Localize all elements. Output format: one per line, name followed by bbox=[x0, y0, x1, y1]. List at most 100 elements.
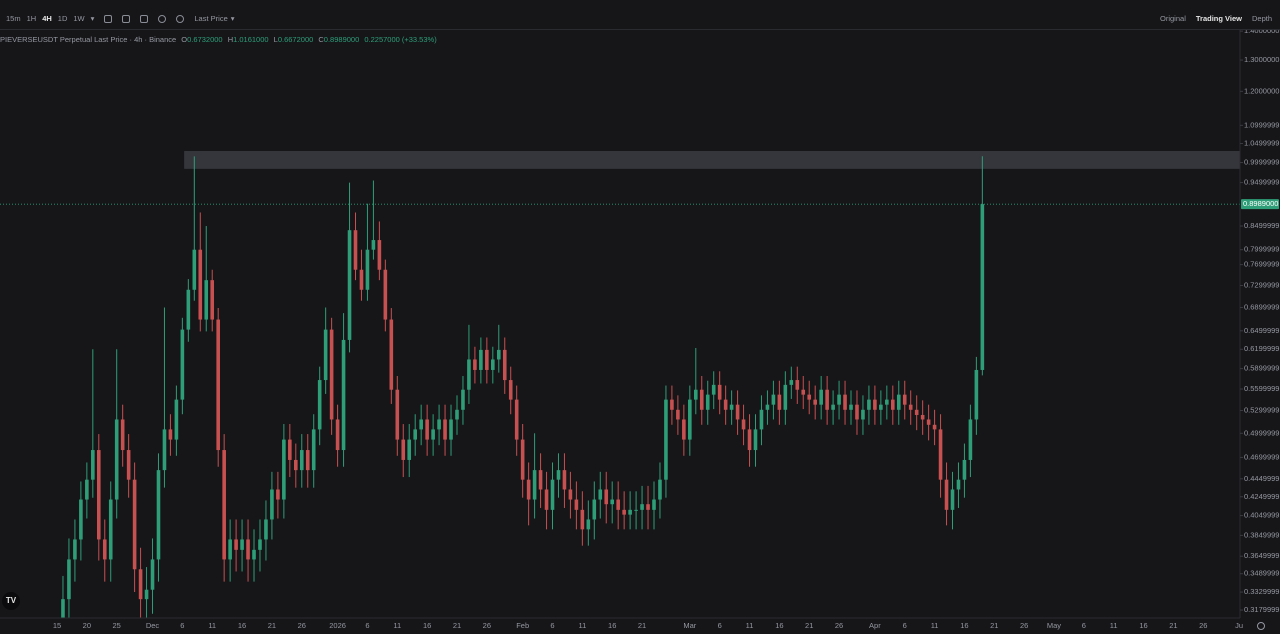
candle-body bbox=[234, 539, 238, 550]
y-tick-label: 1.0499999 bbox=[1244, 138, 1279, 147]
candle-body bbox=[831, 404, 835, 410]
view-tab[interactable]: Original bbox=[1160, 14, 1186, 23]
candle-body bbox=[496, 349, 501, 360]
settings-icon[interactable] bbox=[176, 14, 185, 23]
snapshot-icon[interactable] bbox=[140, 14, 149, 23]
candle-body bbox=[532, 470, 537, 500]
candle-body bbox=[902, 394, 907, 405]
candle-body bbox=[974, 369, 979, 420]
ohlc-value: 0.6732000 bbox=[187, 35, 223, 44]
y-tick-label: 0.5299999 bbox=[1244, 406, 1279, 415]
interval-button[interactable]: 1H bbox=[26, 14, 37, 23]
replay-icon[interactable] bbox=[158, 14, 167, 23]
x-tick-label: 6 bbox=[1082, 621, 1086, 630]
layout-icon[interactable] bbox=[122, 14, 131, 23]
candle-body bbox=[431, 429, 435, 440]
x-tick-label: 25 bbox=[113, 621, 121, 630]
candle-body bbox=[646, 504, 650, 510]
x-tick-label: 26 bbox=[298, 621, 306, 630]
candle-body bbox=[670, 399, 674, 410]
last-price-label: 0.8989000 bbox=[1243, 199, 1278, 208]
candle-body bbox=[252, 549, 256, 560]
candle-body bbox=[520, 439, 525, 480]
x-tick-label: 6 bbox=[365, 621, 369, 630]
x-tick-label: 26 bbox=[483, 621, 491, 630]
y-tick-label: 0.4699999 bbox=[1244, 452, 1279, 461]
candle-body bbox=[676, 409, 680, 420]
x-tick-label: 21 bbox=[268, 621, 276, 630]
candle-body bbox=[628, 509, 632, 515]
ohlc-value: 0.6672000 bbox=[277, 35, 314, 44]
candle-body bbox=[550, 479, 555, 510]
interval-button[interactable]: 1W bbox=[73, 14, 85, 23]
candle-body bbox=[228, 539, 232, 560]
y-tick-label: 0.4249999 bbox=[1244, 492, 1279, 501]
x-tick-label: 16 bbox=[1139, 621, 1147, 630]
view-tab[interactable]: Depth bbox=[1251, 14, 1272, 23]
y-tick-label: 1.3000000 bbox=[1244, 55, 1279, 64]
candle-body bbox=[204, 280, 209, 320]
candle-body bbox=[323, 329, 328, 381]
candle-body bbox=[980, 204, 985, 370]
candle-body bbox=[138, 569, 143, 600]
x-tick-label: 16 bbox=[775, 621, 783, 630]
x-tick-label: Ju bbox=[1235, 621, 1243, 630]
y-tick-label: 1.0999999 bbox=[1244, 120, 1279, 129]
candle-body bbox=[353, 230, 358, 270]
candle-body bbox=[616, 499, 620, 510]
axis-settings-icon[interactable] bbox=[1257, 622, 1265, 630]
ohlc-key: H bbox=[227, 35, 234, 44]
view-tab[interactable]: Trading View bbox=[1195, 14, 1242, 23]
candle-body bbox=[652, 499, 656, 510]
y-tick-label: 0.4049999 bbox=[1244, 511, 1279, 520]
y-tick-label: 0.6199999 bbox=[1244, 344, 1279, 353]
candle-body bbox=[771, 394, 776, 405]
y-tick-label: 0.4449999 bbox=[1244, 474, 1279, 483]
candle-body bbox=[240, 539, 244, 550]
candle-body bbox=[807, 394, 812, 400]
price-type-dropdown[interactable]: Last Price bbox=[194, 14, 228, 23]
y-tick-label: 0.3179999 bbox=[1244, 605, 1279, 614]
candle-body bbox=[180, 329, 185, 400]
x-tick-label: Mar bbox=[683, 621, 696, 630]
candle-body bbox=[885, 399, 889, 405]
candle-body bbox=[186, 289, 191, 330]
ohlc-value: 1.0161000 bbox=[233, 35, 269, 44]
interval-button[interactable]: 4H bbox=[42, 14, 52, 23]
candle-body bbox=[132, 479, 137, 570]
candle-body bbox=[150, 559, 155, 590]
tv-logo[interactable]: TV bbox=[2, 592, 20, 610]
dropdown-arrow[interactable]: ▾ bbox=[90, 14, 95, 23]
candle-body bbox=[604, 489, 609, 505]
candle-body bbox=[96, 450, 101, 540]
candle-body bbox=[843, 394, 847, 410]
candle-body bbox=[485, 349, 489, 370]
candle-body bbox=[795, 380, 800, 390]
candle-body bbox=[216, 319, 220, 451]
dropdown-arrow[interactable]: ▾ bbox=[230, 14, 235, 23]
candle-body bbox=[610, 499, 615, 505]
y-tick-label: 0.7299999 bbox=[1244, 280, 1279, 289]
interval-button[interactable]: 1D bbox=[57, 14, 68, 23]
candle-body bbox=[455, 409, 459, 420]
plot-area bbox=[0, 150, 1240, 618]
candle-body bbox=[192, 249, 197, 290]
interval-button[interactable]: 15m bbox=[6, 14, 21, 23]
indicator-icon[interactable] bbox=[104, 14, 113, 23]
candle-body bbox=[789, 380, 794, 385]
y-tick-label: 0.7999999 bbox=[1244, 245, 1279, 254]
candle-body bbox=[108, 499, 113, 560]
candle-body bbox=[437, 419, 441, 430]
candle-body bbox=[622, 509, 626, 515]
candle-body bbox=[467, 359, 471, 390]
candle-body bbox=[156, 470, 161, 560]
x-tick-label: Dec bbox=[146, 621, 160, 630]
candle-body bbox=[114, 419, 119, 500]
candle-body bbox=[270, 489, 274, 520]
candle-body bbox=[556, 470, 561, 480]
candle-body bbox=[174, 399, 179, 440]
candle-body bbox=[574, 499, 579, 510]
x-tick-label: 2026 bbox=[329, 621, 346, 630]
candle-body bbox=[198, 249, 203, 320]
last-price-badge bbox=[1241, 199, 1279, 210]
